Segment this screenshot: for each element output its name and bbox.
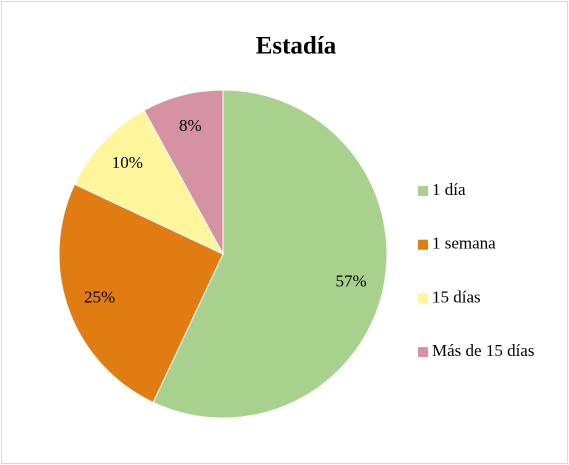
pie-slice — [58, 183, 224, 404]
data-label: 25% — [84, 287, 115, 306]
data-label: 8% — [179, 116, 202, 135]
legend-label: 15 días — [432, 287, 481, 306]
pie-slice — [143, 89, 224, 255]
chart-title: Estadía — [256, 33, 337, 60]
legend-label: 1 semana — [432, 234, 496, 253]
legend-swatch — [418, 186, 428, 196]
legend-swatch — [418, 347, 428, 358]
legend-label: 1 día — [432, 180, 466, 199]
pie-slice — [152, 89, 388, 419]
legend-label: Más de 15 días — [432, 341, 534, 360]
data-label: 57% — [335, 272, 366, 291]
legend-swatch — [418, 293, 428, 304]
pie-slice — [73, 109, 225, 256]
data-label: 10% — [112, 153, 143, 172]
legend-swatch — [418, 239, 428, 250]
